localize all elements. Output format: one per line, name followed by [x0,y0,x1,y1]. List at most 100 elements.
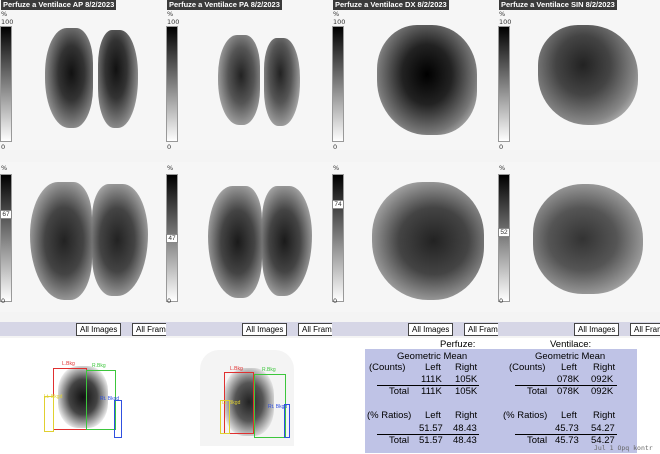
roi-right-box [254,374,286,438]
roi-label-lt: Lt. Bkgd [222,400,241,406]
left-lung-image [208,186,262,298]
color-scale-bar [166,26,178,142]
scale-min: 0 [1,143,6,150]
vent-total-right: 092K [591,386,614,397]
left-lung-image [45,28,93,128]
view-panel-sin: Perfuze a Ventilace SIN 8/2/2023 % 100 0… [498,0,660,338]
left-lung-image [30,182,92,300]
all-images-button[interactable]: All Images [408,323,454,336]
lung-image [533,184,643,294]
perf-counts-label: (Counts) [369,362,406,373]
vent-ratio-left: 45.73 [555,423,579,434]
perf-right-header: Right [455,362,478,373]
roi-label-right: R.Bkg [92,363,106,369]
roi-left-bkg [44,396,54,432]
vent-ratio-left-header: Left [561,410,577,421]
panel-title: Perfuze a Ventilace PA 8/2/2023 [167,0,282,10]
vent-right-header: Right [593,362,616,373]
perf-left-header: Left [425,362,441,373]
lung-image [224,368,274,436]
vent-ratio-divider [515,434,617,435]
color-scale-bar [498,26,510,142]
perfusion-image-sin[interactable]: Perfuze a Ventilace SIN 8/2/2023 % 100 0 [498,0,660,150]
vent-total-label: Total [527,386,548,397]
roi-left-box [224,372,254,434]
perf-ratio-right-header: Right [455,410,478,421]
perf-geo-mean-header: Geometric Mean [397,351,468,362]
perf-ratio-right: 48.43 [453,423,477,434]
scale-unit: % [333,10,340,18]
perfusion-image-ap[interactable]: Perfuze a Ventilace AP 8/2/2023 % 100 0 [0,0,166,150]
all-frames-button[interactable]: All Fram [132,323,170,336]
all-images-button[interactable]: All Images [76,323,122,336]
scale-threshold: 67 [0,210,12,219]
perf-rtotal-left: 51.57 [419,435,443,446]
scale-max: 100 [1,18,14,26]
vent-counts-left: 078K [557,374,580,385]
lung-image [372,182,484,300]
panel-toolbar: All Images All Fram [332,322,502,336]
color-scale-bar [332,26,344,142]
lung-image [58,366,108,428]
roi-thumbnail-anterior[interactable]: L.Bkg R.Bkg Lt. Bkgd Rt. Bkgd [36,356,130,446]
roi-right-bkg [114,400,122,438]
view-panel-pa: Perfuze a Ventilace PA 8/2/2023 % 100 0 … [166,0,332,338]
roi-label-left: L.Bkg [230,366,243,372]
perfusion-image-pa[interactable]: Perfuze a Ventilace PA 8/2/2023 % 100 0 [166,0,332,150]
scale-max: 100 [333,18,346,26]
vent-left-header: Left [561,362,577,373]
scale-min: 0 [1,297,6,305]
ventilation-image-dx[interactable]: % 74 0 [332,162,498,312]
roi-label-right: R.Bkg [262,367,276,373]
panel-title: Perfuze a Ventilace AP 8/2/2023 [1,0,117,10]
scale-unit: % [167,164,174,172]
perf-rtotal-right: 48.43 [453,435,477,446]
ventilation-image-ap[interactable]: % 67 0 [0,162,166,312]
all-frames-button[interactable]: All Fram [630,323,660,336]
view-panel-dx: Perfuze a Ventilace DX 8/2/2023 % 100 0 … [332,0,498,338]
results-table: Geometric Mean Geometric Mean (Counts) L… [365,349,637,453]
roi-right-bkg [284,404,290,438]
scale-max: 100 [167,18,180,26]
scale-min: 0 [333,143,338,150]
perfusion-image-dx[interactable]: Perfuze a Ventilace DX 8/2/2023 % 100 0 [332,0,498,150]
perf-ratio-left-header: Left [425,410,441,421]
panel-toolbar: All Images All Fram [166,322,336,336]
perf-total-right: 105K [455,386,478,397]
all-images-button[interactable]: All Images [242,323,288,336]
perf-total-label: Total [389,386,410,397]
scale-threshold: 74 [332,200,344,209]
view-panel-ap: Perfuze a Ventilace AP 8/2/2023 % 100 0 … [0,0,166,338]
right-lung-image [92,184,148,296]
color-scale-bar [332,174,344,302]
vent-rtotal-label: Total [527,435,548,446]
scale-unit: % [499,10,506,18]
roi-thumbnail-posterior[interactable]: L.Bkg R.Bkg Lt. Bkgd Rt. Bkgd [200,350,294,446]
all-frames-button[interactable]: All Fram [298,323,336,336]
scale-threshold: 47 [166,234,178,243]
ventilation-image-pa[interactable]: % 47 0 [166,162,332,312]
right-lung-image [262,186,312,296]
color-scale-bar [498,174,510,302]
ventilation-image-sin[interactable]: % 52 0 [498,162,660,312]
vent-total-left: 078K [557,386,580,397]
perf-ratio-divider [377,434,479,435]
perfusion-title: Perfuze: [440,339,476,350]
roi-left-bkg [220,400,230,434]
perf-ratios-label: (% Ratios) [367,410,412,421]
panel-toolbar: All Images All Fram [498,322,660,336]
scale-max: 100 [499,18,512,26]
scale-unit: % [1,10,8,18]
scale-unit: % [167,10,174,18]
scale-unit: % [499,164,506,172]
all-images-button[interactable]: All Images [574,323,620,336]
vent-ratio-right: 54.27 [591,423,615,434]
lung-image [377,25,477,135]
vent-rtotal-left: 45.73 [555,435,579,446]
all-frames-button[interactable]: All Fram [464,323,502,336]
watermark: Jul 1 Opq kontr [594,444,653,452]
vent-ratios-label: (% Ratios) [503,410,548,421]
scale-min: 0 [167,297,172,305]
right-lung-image [264,38,300,126]
ventilation-title: Ventilace: [550,339,592,350]
